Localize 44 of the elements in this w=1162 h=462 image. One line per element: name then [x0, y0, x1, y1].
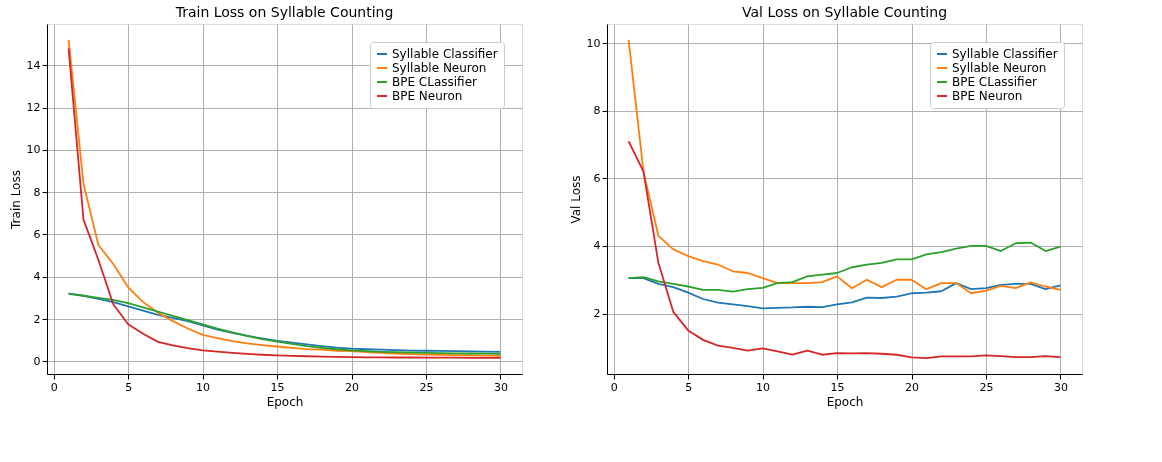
y-tick-label: 10 — [26, 143, 41, 157]
y-tick-label: 10 — [586, 36, 601, 50]
x-axis-title: Epoch — [826, 394, 864, 409]
x-tick-label: 20 — [905, 380, 920, 394]
y-axis-title: Train Loss — [8, 170, 23, 230]
y-tick-label: 12 — [26, 101, 41, 115]
chart-title: Train Loss on Syllable Counting — [174, 4, 394, 20]
legend-label: Syllable Neuron — [392, 61, 487, 75]
x-tick-label: 25 — [419, 380, 434, 394]
line-series — [627, 38, 1062, 295]
y-tick-label: 2 — [33, 312, 41, 326]
y-tick-label: 8 — [593, 104, 601, 118]
legend-label: BPE Neuron — [392, 89, 463, 103]
legend-label: Syllable Classifier — [952, 47, 1058, 61]
y-tick-label: 6 — [33, 227, 41, 241]
x-tick-label: 20 — [345, 380, 360, 394]
x-tick-label: 5 — [125, 380, 133, 394]
legend-label: BPE CLassifier — [952, 75, 1038, 89]
x-tick-label: 30 — [1053, 380, 1068, 394]
x-tick-label: 0 — [610, 380, 618, 394]
x-tick-label: 25 — [979, 380, 994, 394]
x-tick-label: 0 — [50, 380, 58, 394]
legend-label: BPE Neuron — [952, 89, 1023, 103]
legend-label: BPE CLassifier — [392, 75, 478, 89]
chart-title: Val Loss on Syllable Counting — [741, 4, 948, 20]
x-tick-label: 5 — [685, 380, 693, 394]
y-tick-label: 2 — [593, 307, 601, 321]
y-tick-label: 14 — [26, 58, 41, 72]
y-tick-label: 4 — [593, 239, 601, 253]
line-series — [627, 241, 1062, 293]
legend-label: Syllable Neuron — [952, 61, 1047, 75]
x-tick-label: 10 — [756, 380, 771, 394]
y-tick-label: 0 — [33, 354, 41, 368]
y-tick-label: 6 — [593, 171, 601, 185]
line-series — [627, 140, 1062, 360]
legend-label: Syllable Classifier — [392, 47, 498, 61]
x-tick-label: 10 — [196, 380, 211, 394]
y-axis-title: Val Loss — [568, 175, 583, 224]
y-tick-label: 4 — [33, 270, 41, 284]
x-tick-label: 30 — [493, 380, 508, 394]
x-tick-label: 15 — [830, 380, 845, 394]
x-axis-title: Epoch — [266, 394, 304, 409]
x-tick-label: 15 — [270, 380, 285, 394]
y-tick-label: 8 — [33, 185, 41, 199]
